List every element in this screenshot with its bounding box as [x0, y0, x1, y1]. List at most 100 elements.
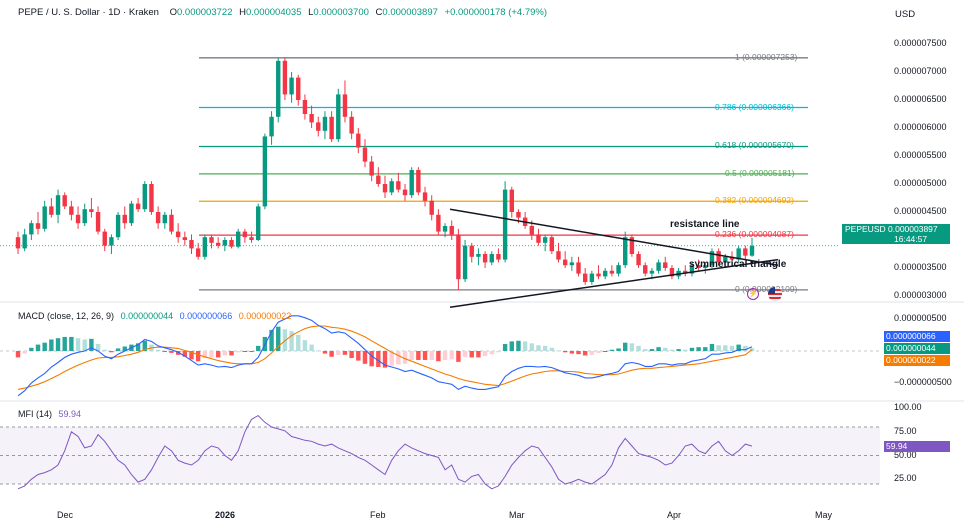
macd-histogram-bar — [556, 350, 561, 352]
candle-body — [276, 60, 281, 117]
high-label: H — [239, 7, 246, 18]
macd-histogram-bar — [309, 344, 314, 351]
candle-body — [262, 136, 268, 207]
macd-value-tag: 0.000000022 — [884, 355, 950, 366]
macd-histogram-bar — [135, 343, 141, 351]
high-value: 0.000004035 — [246, 7, 302, 18]
macd-histogram-bar — [542, 345, 548, 351]
macd-histogram-bar — [122, 346, 127, 351]
price-axis-label: 0.000006000 — [894, 122, 947, 132]
price-axis-label: 0.000004500 — [894, 206, 947, 216]
candle-body — [182, 237, 188, 240]
fib-level-label: 0.786 (0.000006366) — [715, 101, 794, 112]
candle-body — [75, 214, 81, 224]
macd-histogram-bar — [723, 345, 728, 351]
fib-level-label: 0.236 (0.000004087) — [715, 229, 794, 240]
macd-histogram-bar — [189, 351, 194, 360]
macd-histogram-bar — [749, 348, 755, 351]
time-axis-label: Mar — [509, 510, 525, 520]
candle-body — [689, 265, 695, 274]
resistance-annotation: resistance line — [670, 219, 740, 230]
candle-body — [62, 195, 67, 207]
us-flag-icon[interactable] — [768, 287, 782, 301]
flash-icon[interactable]: ⚡ — [747, 288, 759, 300]
candle-body — [142, 184, 147, 210]
macd-histogram-bar — [683, 349, 688, 351]
fib-level-label: 0.5 (0.000005181) — [725, 167, 795, 178]
macd-histogram-bar — [449, 351, 454, 360]
candle-body — [82, 209, 87, 224]
candle-body — [49, 206, 54, 215]
candle-body — [616, 265, 621, 274]
candle-body — [22, 234, 27, 249]
change-value: +0.000000178 (+4.79%) — [444, 7, 548, 18]
open-label: O — [169, 7, 177, 18]
macd-histogram-bar — [442, 351, 448, 360]
candle-body — [623, 237, 628, 266]
candle-body — [236, 231, 241, 247]
macd-histogram-bar — [549, 347, 555, 351]
last-price-tag: PEPEUSD 0.000003897 16:44:57 — [842, 224, 950, 244]
candle-body — [155, 212, 161, 224]
candle-body — [282, 60, 288, 95]
candle-body — [436, 214, 441, 232]
candle-body — [322, 116, 328, 131]
macd-histogram-bar — [42, 342, 47, 351]
macd-histogram-bar — [476, 351, 481, 358]
macd-histogram-bar — [589, 351, 595, 355]
candle-body — [456, 234, 461, 280]
macd-histogram-bar — [202, 351, 208, 359]
candle-body — [643, 265, 648, 274]
macd-histogram-bar — [676, 349, 681, 351]
time-axis-label: Apr — [667, 510, 682, 520]
candle-body — [449, 226, 454, 235]
candle-body — [636, 254, 641, 266]
candle-body — [576, 262, 581, 274]
candle-body — [122, 214, 127, 224]
macd-histogram-bar — [102, 349, 107, 351]
candle-body — [482, 254, 488, 263]
candle-body — [69, 206, 74, 215]
macd-histogram-bar — [229, 351, 234, 356]
candle-body — [389, 181, 394, 193]
price-axis-label: 0.000006500 — [894, 94, 947, 104]
macd-histogram-bar — [429, 351, 434, 360]
currency-label[interactable]: USD — [895, 9, 916, 20]
macd-histogram-bar — [29, 347, 34, 351]
macd-histogram-bar — [22, 351, 27, 354]
macd-histogram-bar — [349, 351, 354, 359]
macd-histogram-bar — [482, 351, 488, 357]
price-axis-label: 0.000003000 — [894, 290, 947, 300]
macd-axis-label: 0.000000500 — [894, 313, 947, 323]
candle-body — [362, 147, 368, 162]
macd-histogram-bar — [162, 351, 167, 352]
macd-histogram-bar — [649, 349, 655, 351]
macd-histogram-bar — [689, 347, 695, 351]
macd-histogram-bar — [716, 345, 721, 351]
fib-level-label: 0.618 (0.000005670) — [715, 140, 794, 151]
macd-histogram-bar — [69, 336, 74, 351]
candle-body — [302, 100, 308, 114]
macd-histogram-bar — [249, 351, 254, 352]
candle-body — [442, 226, 448, 232]
candle-body — [289, 77, 294, 95]
macd-histogram-bar — [316, 350, 321, 352]
price-axis-label: 0.000007000 — [894, 66, 947, 76]
candle-body — [589, 273, 595, 282]
macd-histogram-bar — [75, 338, 81, 351]
macd-title: MACD (close, 12, 26, 9) — [18, 311, 115, 321]
macd-histogram-bar — [416, 351, 421, 360]
macd-histogram-bar — [82, 339, 87, 351]
bar-countdown: 16:44:57 — [894, 234, 928, 244]
macd-histogram-bar — [603, 351, 608, 352]
macd-value-tag: 0.000000066 — [884, 331, 950, 342]
fib-level-label: 1 (0.000007253) — [735, 51, 798, 62]
open-value: 0.000003722 — [177, 7, 233, 18]
mfi-value: 59.94 — [58, 409, 82, 419]
candle-body — [669, 268, 675, 277]
candle-body — [509, 189, 514, 212]
low-value: 0.000003700 — [313, 7, 369, 18]
price-axis-label: 0.000005500 — [894, 150, 947, 160]
candle-body — [42, 206, 47, 229]
